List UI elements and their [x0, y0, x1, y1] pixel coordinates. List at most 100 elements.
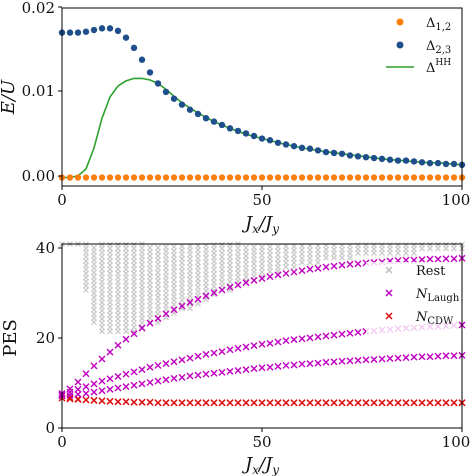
rest-column-22: [235, 241, 241, 289]
ncdw-curve2-point-5: [98, 397, 106, 405]
point-delta12-26: [266, 174, 274, 181]
ncdw-curve2-point-13-stroke-b: [162, 399, 170, 407]
top-xaxis-title: Jx/Jy: [241, 213, 279, 236]
nlaugh-curve3-point-38: [362, 356, 370, 364]
rest-column-10: [139, 241, 145, 330]
nlaugh-curve2-point-9: [130, 368, 138, 376]
nlaugh-curve3-point-41-stroke-b: [386, 355, 394, 363]
nlaugh-curve2-point-5-stroke-b: [98, 377, 106, 385]
point-delta12-47: [434, 174, 442, 181]
point-delta23-10: [138, 56, 146, 63]
nlaugh-curve1-point-13: [162, 310, 170, 318]
rest-column-15: [179, 243, 185, 312]
nlaugh-curve1-point-18: [202, 292, 210, 300]
nlaugh-curve3-point-10-stroke-b: [138, 380, 146, 388]
rest-cross-19: [211, 241, 217, 248]
point-delta23-17: [194, 110, 202, 118]
nlaugh-curve2-point-12-stroke-b: [154, 361, 162, 369]
nlaugh-curve1-point-10-stroke-b: [138, 324, 146, 332]
nlaugh-curve2-point-34-stroke-b: [330, 331, 338, 339]
rest-cross-stroke-b: [267, 243, 273, 250]
point-delta12-23: [242, 174, 250, 181]
top-legend: Δ1,2 Δ2,3 ΔHH: [386, 16, 451, 76]
nlaugh-curve3-point-39: [370, 355, 378, 363]
nlaugh-curve2-point-8: [122, 370, 130, 378]
ncdw-curve2-point-20-stroke-b: [218, 399, 226, 407]
rest-cross-28: [283, 243, 289, 250]
ncdw-curve2-point-28-stroke-b: [282, 399, 290, 407]
ncdw-curve2-point-16-stroke-b: [186, 399, 194, 407]
rest-cross-16: [187, 243, 193, 250]
bottom-yaxis-title: PES: [0, 319, 21, 357]
ncdw-curve2-point-43: [402, 399, 410, 407]
point-delta12-48: [442, 174, 450, 181]
rest-column-4: [91, 244, 97, 326]
rest-column-14: [171, 243, 177, 316]
nlaugh-curve1-point-17-stroke-b: [194, 295, 202, 303]
nlaugh-curve2-point-32-stroke-b: [314, 333, 322, 341]
nlaugh-curve3-point-22-stroke-b: [234, 367, 242, 374]
point-delta12-31: [306, 174, 314, 181]
ncdw-curve2-point-7-stroke-b: [114, 398, 122, 406]
point-delta23-38: [362, 153, 370, 161]
ncdw-curve2-point-15: [178, 399, 186, 407]
nlaugh-curve1-point-28: [282, 269, 290, 277]
ncdw-curve2-point-38: [362, 399, 370, 407]
legend-marker-nlaugh: [385, 289, 393, 297]
point-delta12-14: [170, 174, 178, 181]
rest-cross-44: [411, 241, 417, 248]
rest-column-48: [443, 241, 449, 252]
rest-column-35: [339, 242, 345, 261]
rest-column-26: [267, 243, 273, 275]
top-panel: 0.00 0.01 0.02 0 50 100 Jx/Jy E/U Δ1,2 Δ…: [0, 0, 470, 236]
rest-cross-stroke-b: [355, 241, 361, 248]
nlaugh-curve2-point-10-stroke-b: [138, 366, 146, 374]
nlaugh-curve3-point-46: [426, 353, 434, 361]
nlaugh-curve2-point-17: [194, 352, 202, 360]
point-delta23-5: [98, 25, 106, 32]
top-ytick-label-2: 0.02: [22, 0, 55, 17]
nlaugh-curve2-point-14: [170, 358, 178, 366]
nlaugh-curve3-point-47: [434, 352, 442, 360]
line-deltahh: [62, 77, 463, 179]
point-delta23-42: [394, 157, 402, 164]
ncdw-curve2-point-23: [242, 399, 250, 407]
nlaugh-curve1-point-12-stroke-b: [154, 315, 162, 323]
ncdw-curve2-point-6-stroke-b: [106, 397, 114, 405]
rest-column-34: [331, 242, 337, 261]
top-xtick-label-1: 50: [252, 191, 271, 209]
rest-column-45: [419, 241, 425, 252]
nlaugh-curve1-point-3-stroke-b: [82, 370, 90, 378]
nlaugh-curve1-point-33-stroke-b: [322, 263, 330, 271]
rest-cross-stroke-b: [155, 244, 161, 251]
nlaugh-curve1-point-34: [330, 262, 338, 270]
nlaugh-curve1-point-32: [314, 264, 322, 272]
nlaugh-curve2-point-24-stroke-b: [250, 342, 258, 350]
rest-column-3: [83, 241, 89, 293]
nlaugh-curve3-point-5: [98, 387, 106, 395]
nlaugh-curve2-point-12: [154, 361, 162, 369]
ncdw-curve2-point-29-stroke-b: [290, 399, 298, 407]
nlaugh-curve2-point-11-stroke-b: [146, 363, 154, 371]
nlaugh-curve1-point-17: [194, 295, 202, 303]
nlaugh-curve2-point-22: [234, 344, 242, 352]
ncdw-curve2-point-1: [66, 394, 74, 402]
legend-marker-delta12: [396, 18, 404, 26]
point-delta23-44: [410, 158, 418, 165]
nlaugh-curve2-point-21-stroke-b: [226, 346, 234, 354]
legend-marker-ncdw: [385, 312, 393, 320]
ncdw-curve2-point-18: [202, 399, 210, 407]
rest-column-24: [251, 244, 257, 280]
ncdw-curve2-point-13: [162, 399, 170, 407]
ncdw-curve2-point-9: [130, 398, 138, 406]
ncdw-curve2-point-46: [426, 399, 434, 407]
point-delta23-45: [418, 159, 426, 166]
nlaugh-curve2-point-16: [186, 354, 194, 362]
rest-cross-40: [379, 241, 385, 248]
point-delta12-7: [114, 174, 122, 181]
legend-label-delta23: Δ2,3: [426, 39, 451, 56]
nlaugh-curve1-point-48-stroke-b: [442, 255, 450, 263]
nlaugh-curve2-point-13-stroke-b: [162, 360, 170, 368]
nlaugh-curve1-point-1-stroke-b: [66, 385, 74, 393]
ncdw-curve2-point-17-stroke-b: [194, 399, 202, 407]
